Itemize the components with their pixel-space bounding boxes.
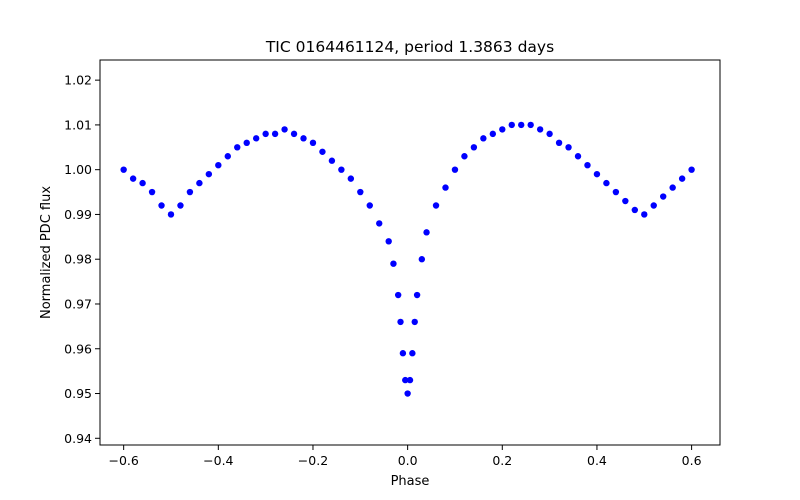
data-point bbox=[518, 121, 525, 129]
y-tick-label: 0.97 bbox=[64, 296, 92, 311]
data-point bbox=[347, 175, 355, 182]
x-tick-label: 0.4 bbox=[587, 453, 607, 468]
data-point bbox=[650, 202, 657, 209]
data-point bbox=[406, 376, 414, 384]
x-tick-label: 0.0 bbox=[398, 453, 418, 468]
data-point bbox=[451, 166, 459, 173]
data-point bbox=[489, 130, 497, 138]
data-point bbox=[158, 202, 165, 209]
data-point bbox=[262, 130, 269, 138]
y-axis-ticks: 0.94 0.95 0.96 0.97 0.98 0.99 1.00 1.01 1.02 bbox=[64, 73, 100, 446]
x-axis-ticks: −0.6 −0.4 −0.2 0.0 0.2 0.4 0.6 bbox=[108, 445, 702, 468]
data-point bbox=[120, 166, 127, 173]
data-point bbox=[631, 206, 639, 214]
data-point bbox=[688, 166, 695, 173]
y-tick-label: 0.95 bbox=[64, 386, 92, 401]
data-point bbox=[413, 291, 421, 299]
data-point bbox=[480, 135, 487, 142]
data-point bbox=[224, 153, 231, 160]
y-tick-label: 1.02 bbox=[64, 73, 92, 88]
data-point bbox=[593, 170, 601, 178]
y-tick-label: 0.98 bbox=[64, 252, 92, 267]
data-point bbox=[641, 211, 648, 218]
data-point bbox=[402, 376, 409, 384]
data-point bbox=[442, 184, 449, 191]
data-point bbox=[423, 229, 430, 236]
data-point bbox=[281, 126, 288, 133]
plot-frame bbox=[99, 59, 721, 446]
data-point bbox=[409, 350, 416, 357]
y-tick-label: 0.99 bbox=[64, 207, 92, 222]
y-tick-label: 1.01 bbox=[64, 117, 92, 132]
data-point bbox=[357, 188, 364, 196]
x-tick-label: −0.6 bbox=[108, 453, 138, 468]
data-point bbox=[328, 157, 336, 164]
data-point bbox=[376, 220, 383, 227]
data-point bbox=[177, 202, 184, 209]
data-point bbox=[660, 193, 667, 200]
data-point bbox=[418, 256, 426, 263]
data-point bbox=[622, 197, 629, 205]
data-point bbox=[612, 188, 620, 196]
y-tick-label: 0.96 bbox=[64, 341, 92, 356]
data-point bbox=[555, 139, 563, 147]
data-point bbox=[399, 350, 407, 357]
data-points bbox=[120, 121, 695, 397]
x-axis-label: Phase bbox=[391, 474, 430, 489]
data-point bbox=[470, 144, 478, 151]
data-point bbox=[338, 166, 345, 173]
data-point bbox=[252, 135, 260, 142]
data-point bbox=[215, 162, 222, 169]
data-point bbox=[290, 130, 298, 138]
data-point bbox=[603, 179, 610, 187]
data-point bbox=[584, 162, 591, 169]
y-axis-label: Normalized PDC flux bbox=[39, 186, 54, 319]
x-tick-label: −0.2 bbox=[298, 453, 328, 468]
chart-title: TIC 0164461124, period 1.3863 days bbox=[265, 38, 554, 56]
data-point bbox=[390, 260, 397, 267]
data-point bbox=[499, 126, 506, 133]
data-point bbox=[411, 318, 418, 326]
data-point bbox=[205, 170, 213, 178]
data-point bbox=[508, 121, 515, 129]
data-point bbox=[300, 135, 307, 142]
data-point bbox=[669, 184, 676, 191]
data-point bbox=[432, 202, 440, 209]
data-point bbox=[404, 390, 411, 397]
data-point bbox=[366, 202, 373, 209]
x-tick-label: 0.6 bbox=[682, 453, 702, 468]
data-point bbox=[243, 139, 250, 147]
data-point bbox=[565, 144, 572, 151]
data-point bbox=[196, 179, 203, 187]
data-point bbox=[148, 188, 156, 196]
data-point bbox=[319, 148, 326, 155]
data-point bbox=[309, 139, 317, 147]
data-point bbox=[678, 175, 686, 182]
y-tick-label: 1.00 bbox=[64, 162, 92, 177]
data-point bbox=[129, 175, 137, 182]
data-point bbox=[546, 130, 553, 138]
y-tick-label: 0.94 bbox=[64, 431, 92, 446]
data-point bbox=[394, 291, 402, 299]
data-point bbox=[167, 211, 175, 218]
data-point bbox=[385, 238, 392, 245]
x-tick-label: 0.2 bbox=[492, 453, 512, 468]
data-point bbox=[271, 130, 279, 138]
data-point bbox=[536, 126, 544, 133]
data-point bbox=[186, 188, 194, 196]
data-point bbox=[574, 153, 582, 160]
data-point bbox=[139, 179, 146, 187]
data-point bbox=[527, 121, 534, 129]
data-point bbox=[234, 144, 241, 151]
data-point bbox=[397, 318, 404, 326]
x-tick-label: −0.4 bbox=[203, 453, 233, 468]
data-point bbox=[461, 153, 468, 160]
